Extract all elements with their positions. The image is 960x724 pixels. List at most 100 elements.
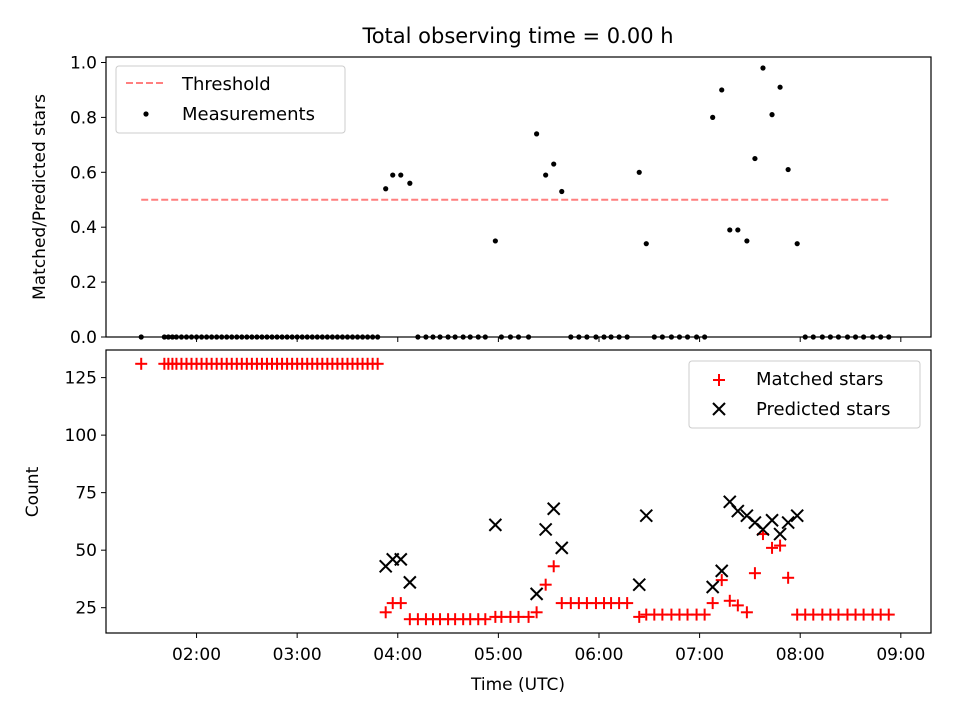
measurement-point bbox=[769, 112, 775, 118]
measurement-point bbox=[719, 87, 725, 93]
bottom-yticks: 25 50 75 100 125 bbox=[65, 369, 106, 619]
matched-star-point bbox=[394, 597, 407, 610]
measurement-point bbox=[643, 241, 649, 247]
measurements-legend-swatch bbox=[143, 111, 149, 117]
matched-star-point bbox=[766, 541, 779, 554]
top-ytick-label: 0.8 bbox=[70, 108, 97, 128]
measurement-point bbox=[744, 238, 750, 244]
matched-legend-label: Matched stars bbox=[756, 369, 883, 390]
predicted-x-b bbox=[639, 508, 653, 523]
predicted-x-b bbox=[547, 502, 561, 516]
predicted-star-point bbox=[765, 513, 779, 527]
top-axes-frame bbox=[105, 56, 932, 338]
measurement-point bbox=[727, 227, 733, 233]
measurement-point bbox=[735, 227, 741, 233]
matched-star-point bbox=[512, 610, 525, 623]
predicted-x-b bbox=[781, 515, 795, 530]
predicted-x-b bbox=[723, 495, 737, 509]
top-ytick-label: 1.0 bbox=[70, 53, 97, 73]
predicted-x-b bbox=[740, 508, 754, 523]
measurement-point bbox=[710, 114, 716, 120]
measurement-point bbox=[551, 161, 557, 167]
predicted-star-point bbox=[529, 587, 544, 601]
measurement-point bbox=[534, 131, 540, 137]
top-xticks bbox=[196, 337, 902, 342]
predicted-star-point bbox=[632, 577, 646, 592]
measurement-point bbox=[752, 155, 758, 162]
bottom-xtick-label: 04:00 bbox=[373, 645, 422, 665]
predicted-star-point bbox=[715, 564, 729, 578]
top-ytick-label: 0.0 bbox=[70, 328, 97, 348]
matched-star-point bbox=[621, 597, 634, 610]
predicted-x-b bbox=[538, 522, 553, 537]
matched-star-point bbox=[706, 597, 719, 610]
predicted-star-point bbox=[555, 541, 569, 555]
bottom-xtick-label: 09:00 bbox=[876, 645, 925, 665]
matched-star-point bbox=[522, 610, 535, 623]
bottom-ytick-label: 25 bbox=[75, 599, 97, 619]
top-ytick-label: 0.6 bbox=[70, 163, 97, 183]
bottom-plot-marks bbox=[135, 357, 895, 626]
bottom-xtick-label: 05:00 bbox=[474, 645, 523, 665]
top-axes: 0.0 0.2 0.4 0.6 0.8 1.0 Matched/Predicted sta… bbox=[30, 53, 932, 348]
predicted-legend-label: Predicted stars bbox=[756, 399, 890, 420]
predicted-star-point bbox=[731, 504, 745, 518]
bottom-xtick-label: 08:00 bbox=[776, 645, 825, 665]
predicted-x-b bbox=[529, 587, 544, 601]
matched-star-point bbox=[379, 606, 392, 619]
measurement-point bbox=[636, 169, 642, 175]
predicted-x-b bbox=[394, 552, 408, 567]
bottom-ytick-label: 100 bbox=[65, 426, 97, 446]
measurement-point bbox=[543, 172, 549, 178]
bottom-xtick-label: 07:00 bbox=[675, 645, 724, 665]
matched-star-point bbox=[723, 594, 736, 607]
measurement-point bbox=[398, 172, 404, 178]
predicted-star-point bbox=[639, 508, 653, 523]
bottom-legend-box bbox=[688, 360, 921, 429]
predicted-x-b bbox=[748, 515, 762, 530]
measurement-point bbox=[785, 166, 791, 173]
matched-star-point bbox=[774, 539, 787, 552]
matched-star-point bbox=[479, 613, 492, 626]
predicted-star-point bbox=[394, 552, 408, 567]
top-legend: Threshold Measurements bbox=[115, 65, 346, 134]
predicted-x-b bbox=[632, 577, 646, 592]
figure-title: Total observing time = 0.00 h bbox=[361, 24, 673, 48]
bottom-ylabel: Count bbox=[23, 466, 43, 517]
predicted-x-b bbox=[731, 504, 745, 518]
top-yticks: 0.0 0.2 0.4 0.6 0.8 1.0 bbox=[70, 53, 106, 348]
matched-star-point bbox=[547, 560, 560, 573]
matched-star-point bbox=[633, 610, 646, 623]
predicted-star-point bbox=[773, 527, 787, 541]
top-ytick-label: 0.4 bbox=[70, 218, 97, 238]
matched-star-point bbox=[748, 567, 761, 580]
predicted-star-point bbox=[488, 518, 503, 532]
top-legend-box bbox=[115, 65, 346, 134]
predicted-star-point bbox=[403, 575, 417, 590]
measurement-point bbox=[390, 172, 396, 178]
matched-star-point bbox=[530, 606, 543, 619]
matched-star-point bbox=[782, 571, 795, 584]
predicted-x-b bbox=[715, 564, 729, 578]
predicted-star-point bbox=[781, 515, 795, 530]
predicted-star-point bbox=[790, 508, 804, 523]
bottom-ytick-label: 125 bbox=[65, 369, 97, 389]
predicted-star-point bbox=[547, 502, 561, 516]
predicted-legend-swatch bbox=[712, 402, 726, 416]
matched-star-point bbox=[731, 599, 744, 612]
measurement-point bbox=[794, 241, 800, 247]
bottom-axes-frame bbox=[105, 349, 932, 634]
measurement-point bbox=[559, 188, 565, 195]
bottom-axes: 25 50 75 100 125 02:00 03:00 04:00 05:00 06:00 07… bbox=[23, 349, 932, 695]
top-ytick-label: 0.2 bbox=[70, 273, 97, 293]
measurement-point bbox=[777, 84, 783, 90]
top-ylabel: Matched/Predicted stars bbox=[30, 94, 50, 300]
measurement-point bbox=[383, 186, 389, 192]
bottom-xtick-label: 06:00 bbox=[574, 645, 623, 665]
predicted-x-b bbox=[403, 575, 417, 590]
bottom-legend: Matched stars Predicted stars bbox=[688, 360, 921, 429]
matched-star-point bbox=[371, 357, 384, 370]
bottom-ytick-label: 75 bbox=[75, 484, 97, 504]
measurements-legend-label: Measurements bbox=[182, 104, 315, 125]
